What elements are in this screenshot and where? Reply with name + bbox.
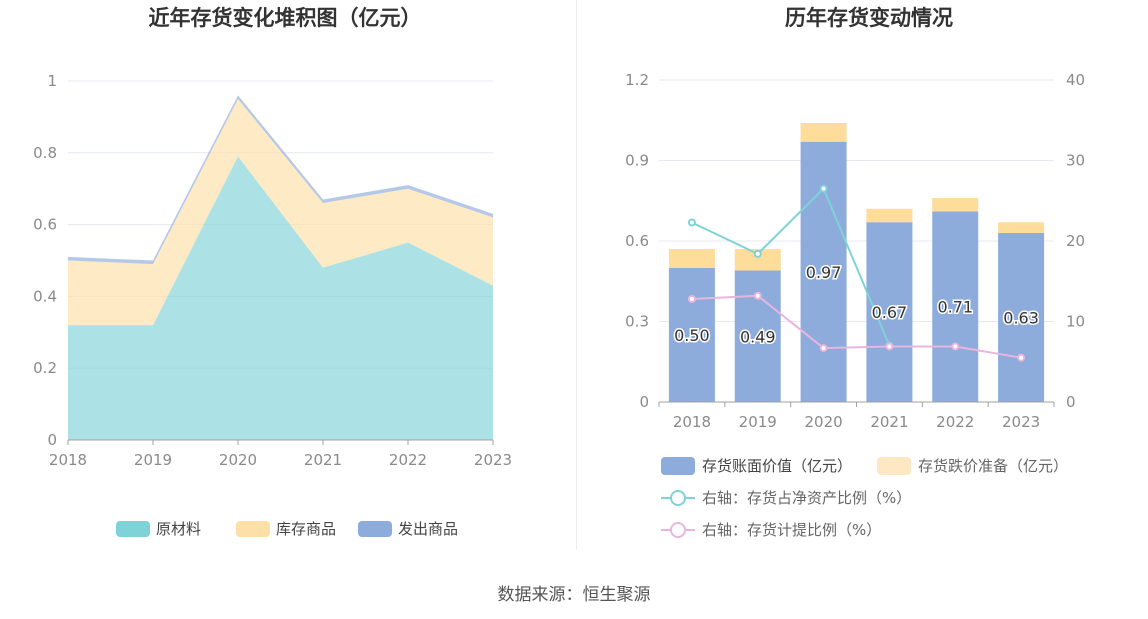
left-chart-title: 近年存货变化堆积图（亿元） — [149, 6, 422, 30]
x-tick-label: 2021 — [304, 451, 342, 469]
inventory-bar-line-chart: 历年存货变动情况 0 0.3 0.6 0.9 1.2 0 10 20 30 40 0.50 0.49… — [625, 6, 1085, 539]
legend-swatch — [236, 521, 270, 537]
chart-divider — [576, 0, 577, 550]
line-point — [687, 218, 696, 227]
x-tick-label: 2020 — [219, 451, 257, 469]
y-tick-label: 0 — [47, 431, 57, 449]
y-tick-label: 0.9 — [625, 152, 649, 170]
x-tick-label: 2018 — [49, 451, 87, 469]
x-tick-label: 2022 — [389, 451, 427, 469]
line-point — [951, 342, 960, 351]
area-原材料 — [68, 156, 493, 440]
area-库存商品 — [68, 98, 493, 326]
bar-value-label: 0.50 — [674, 326, 710, 345]
legend-marker — [670, 490, 686, 506]
bar-value-label: 0.63 — [1003, 308, 1039, 327]
line-point — [1017, 353, 1026, 362]
y-tick-label: 0.2 — [33, 359, 57, 377]
bar-存货账面价值（亿元） — [866, 222, 913, 402]
y2-tick-label: 40 — [1066, 71, 1085, 89]
legend-item[interactable]: 右轴：存货计提比例（%） — [661, 521, 881, 539]
legend-label: 库存商品 — [276, 520, 336, 538]
legend-swatch — [877, 457, 911, 475]
y2-tick-label: 30 — [1066, 152, 1085, 170]
x-tick-label: 2019 — [134, 451, 172, 469]
bar-value-label: 0.71 — [937, 298, 973, 317]
bar-存货跌价准备（亿元） — [866, 208, 913, 223]
bar-存货跌价准备（亿元） — [734, 249, 781, 271]
legend-label: 发出商品 — [398, 520, 458, 538]
legend-item[interactable]: 存货账面价值（亿元） — [661, 457, 852, 475]
y2-tick-label: 0 — [1066, 393, 1076, 411]
y-tick-label: 0.4 — [33, 287, 57, 305]
bar-存货跌价准备（亿元） — [932, 198, 979, 212]
line-point — [819, 344, 828, 353]
right-chart-title: 历年存货变动情况 — [785, 6, 953, 30]
line-point — [885, 342, 894, 351]
bar-存货账面价值（亿元） — [998, 232, 1045, 402]
area-发出商品 — [68, 95, 493, 265]
bar-存货账面价值（亿元） — [668, 267, 715, 402]
stacked-area-chart: 近年存货变化堆积图（亿元） 0 0.2 0.4 0.6 0.8 1 2018 2019 202… — [33, 6, 512, 538]
x-tick-label: 2021 — [870, 413, 908, 431]
bar-value-label: 0.67 — [872, 303, 908, 322]
line-point — [819, 184, 828, 193]
x-tick-label: 2019 — [739, 413, 777, 431]
line-右轴：存货占净资产比例（%） — [691, 186, 891, 347]
y2-tick-label: 20 — [1066, 232, 1085, 250]
bar-存货跌价准备（亿元） — [800, 122, 847, 142]
legend-swatch — [358, 521, 392, 537]
x-tick-label: 2023 — [474, 451, 512, 469]
y-tick-label: 0.8 — [33, 144, 57, 162]
data-source-note: 数据来源：恒生聚源 — [497, 585, 651, 605]
x-tick-label: 2022 — [936, 413, 974, 431]
legend-label: 原材料 — [156, 520, 201, 538]
legend-label: 存货跌价准备（亿元） — [918, 457, 1068, 475]
line-右轴：存货计提比例（%） — [691, 294, 1022, 359]
bar-存货跌价准备（亿元） — [668, 249, 715, 268]
y-tick-label: 1.2 — [625, 71, 649, 89]
legend-swatch — [116, 521, 150, 537]
legend-item[interactable]: 存货跌价准备（亿元） — [877, 457, 1068, 475]
legend-item[interactable]: 右轴：存货占净资产比例（%） — [661, 489, 911, 507]
y-tick-label: 0.6 — [33, 216, 57, 234]
y-tick-label: 0 — [639, 393, 649, 411]
legend-item[interactable]: 发出商品 — [358, 520, 458, 538]
bar-存货账面价值（亿元） — [932, 211, 979, 402]
legend-label: 右轴：存货占净资产比例（%） — [702, 489, 911, 507]
legend-label: 右轴：存货计提比例（%） — [702, 521, 881, 539]
bar-存货跌价准备（亿元） — [998, 222, 1045, 233]
x-tick-label: 2018 — [673, 413, 711, 431]
x-tick-label: 2023 — [1002, 413, 1040, 431]
y-tick-label: 1 — [47, 72, 57, 90]
legend-label: 存货账面价值（亿元） — [702, 457, 852, 475]
x-tick-label: 2020 — [804, 413, 842, 431]
legend-swatch — [661, 457, 695, 475]
line-point — [753, 249, 762, 258]
y-tick-label: 0.3 — [625, 313, 649, 331]
bar-value-label: 0.97 — [806, 263, 842, 282]
y-tick-label: 0.6 — [625, 232, 649, 250]
y2-tick-label: 10 — [1066, 313, 1085, 331]
legend-item[interactable]: 库存商品 — [236, 520, 336, 538]
legend-marker — [670, 522, 686, 538]
legend-item[interactable]: 原材料 — [116, 520, 201, 538]
line-point — [753, 291, 762, 300]
line-point — [687, 294, 696, 303]
bar-value-label: 0.49 — [740, 327, 776, 346]
